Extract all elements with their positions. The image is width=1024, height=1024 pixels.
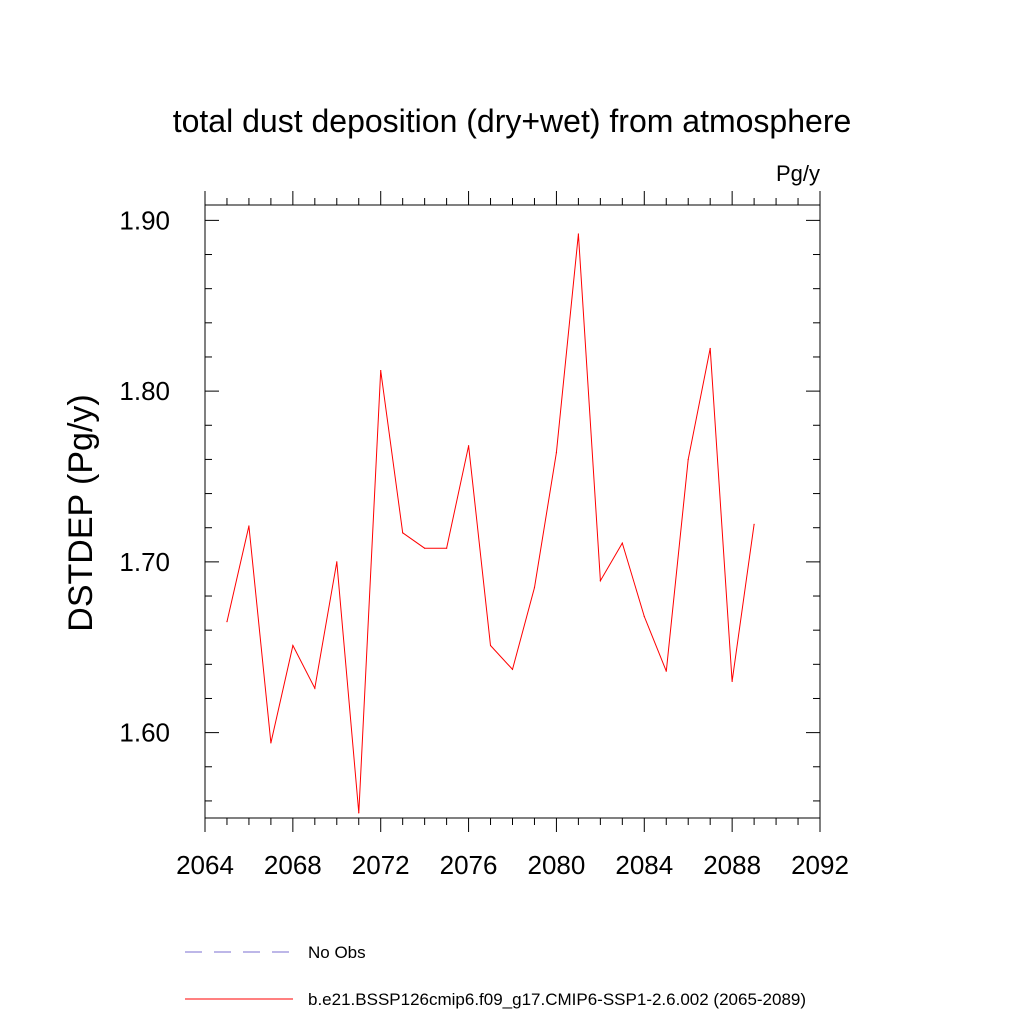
data-point xyxy=(314,687,316,689)
plot-frame xyxy=(204,204,821,819)
data-point xyxy=(380,370,382,372)
x-tick-label: 2092 xyxy=(791,850,849,880)
data-point xyxy=(336,561,338,563)
data-point xyxy=(358,812,360,814)
data-point xyxy=(467,445,470,447)
data-point xyxy=(753,523,755,525)
data-point xyxy=(555,451,558,454)
series-line xyxy=(226,233,755,813)
data-point xyxy=(292,644,294,647)
x-tick-label: 2064 xyxy=(176,850,234,880)
y-tick-label: 1.80 xyxy=(119,376,170,406)
data-point xyxy=(248,525,250,527)
data-point xyxy=(226,621,228,623)
y-tick-label: 1.70 xyxy=(119,547,170,577)
data-point xyxy=(489,644,492,647)
data-point xyxy=(665,670,667,672)
x-tick-label: 2080 xyxy=(528,850,586,880)
x-tick-label: 2072 xyxy=(352,850,410,880)
data-point xyxy=(533,586,536,589)
y-tick-label: 1.60 xyxy=(119,718,170,748)
data-point xyxy=(511,668,514,671)
data-point xyxy=(402,532,404,534)
data-point xyxy=(599,580,601,582)
data-point xyxy=(577,233,579,235)
legend-label: No Obs xyxy=(308,943,366,962)
x-tick-label: 2068 xyxy=(264,850,322,880)
chart-title: total dust deposition (dry+wet) from atm… xyxy=(173,103,852,139)
units-label: Pg/y xyxy=(776,161,820,186)
axis-tick-labels: 2064 2068 2072 2076 2080 2084 2088 2092 1.60 1.70… xyxy=(119,205,849,880)
legend-label: b.e21.BSSP126cmip6.f09_g17.CMIP6-SSP1-2.… xyxy=(308,990,806,1009)
data-point xyxy=(687,458,689,461)
y-axis-label: DSTDEP (Pg/y) xyxy=(62,394,100,631)
data-point xyxy=(446,547,448,549)
x-tick-label: 2084 xyxy=(615,850,673,880)
x-tick-label: 2076 xyxy=(440,850,498,880)
data-point xyxy=(709,347,711,350)
y-tick-label: 1.90 xyxy=(119,205,170,235)
axis-ticks xyxy=(204,191,821,832)
series-group xyxy=(226,233,755,814)
data-point xyxy=(270,742,272,744)
x-tick-label: 2088 xyxy=(703,850,761,880)
data-point xyxy=(621,542,623,544)
data-point xyxy=(731,680,733,682)
legend: No Obs b.e21.BSSP126cmip6.f09_g17.CMIP6-S… xyxy=(185,943,806,1009)
data-point xyxy=(643,615,645,618)
data-point xyxy=(424,547,426,549)
